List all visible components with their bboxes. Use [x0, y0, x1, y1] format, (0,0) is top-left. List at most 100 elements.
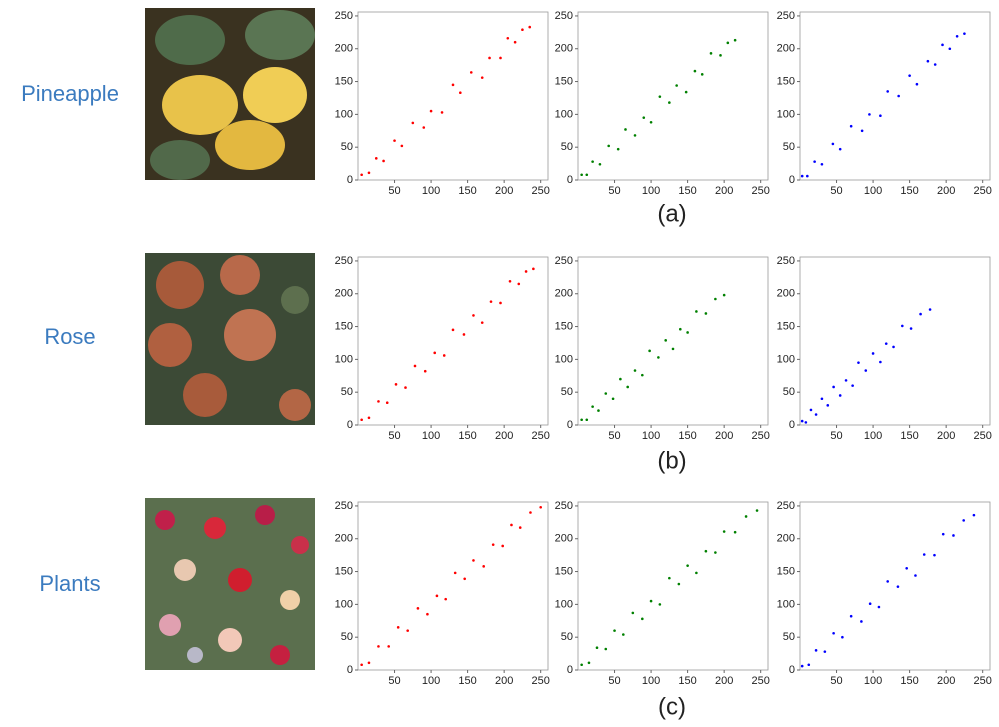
x-tick-label: 100 [642, 185, 660, 197]
y-tick-label: 200 [777, 533, 795, 545]
scatter-point [382, 159, 385, 163]
scatter-point [489, 300, 493, 303]
scatter-point [868, 602, 872, 606]
y-tick-label: 250 [335, 10, 353, 22]
scatter-point [860, 620, 863, 623]
y-tick-label: 200 [335, 288, 353, 300]
x-tick-label: 250 [532, 675, 550, 687]
scatter-point [857, 361, 860, 364]
scatter-point [841, 635, 844, 639]
row-label: Pineapple [21, 81, 119, 106]
scatter-point [695, 310, 698, 313]
scatter-point [809, 408, 813, 412]
scatter-point [868, 113, 871, 116]
scatter-point [513, 40, 517, 44]
pineapple-image [145, 8, 315, 180]
y-tick-label: 100 [777, 353, 795, 365]
scatter-point [611, 397, 615, 401]
x-tick-label: 200 [937, 185, 955, 197]
x-tick-label: 200 [715, 675, 733, 687]
scatter-point [433, 351, 437, 355]
scatter-point [480, 321, 484, 324]
scatter-point [800, 174, 804, 178]
scatter-point [922, 553, 926, 556]
scatter-point [499, 56, 502, 60]
scatter-point [604, 647, 608, 651]
scatter-point [598, 162, 602, 166]
scatter-point [658, 95, 662, 98]
scatter-point [914, 574, 917, 577]
scatter-point [591, 160, 594, 163]
y-tick-label: 250 [335, 500, 353, 512]
scatter-point [851, 384, 854, 387]
y-tick-label: 150 [777, 565, 795, 577]
scatter-point [823, 650, 827, 653]
y-tick-label: 100 [777, 598, 795, 610]
x-tick-label: 100 [864, 430, 882, 442]
scatter-point [963, 32, 966, 35]
x-tick-label: 50 [608, 675, 620, 687]
y-tick-label: 50 [783, 631, 795, 643]
x-tick-label: 200 [495, 675, 513, 687]
scatter-point [649, 599, 653, 603]
y-tick-label: 250 [777, 255, 795, 267]
scatter-point [462, 333, 466, 336]
scatter-point [714, 297, 717, 301]
scatter-point [529, 511, 532, 514]
x-tick-label: 50 [608, 430, 620, 442]
scatter-point [387, 645, 390, 648]
scatter-point [686, 331, 689, 334]
y-tick-label: 50 [561, 631, 573, 643]
y-tick-label: 100 [555, 108, 573, 120]
scatter-point [463, 577, 466, 581]
y-tick-label: 150 [555, 75, 573, 87]
scatter-point [962, 519, 965, 522]
scatter-point [838, 147, 842, 151]
y-tick-label: 50 [561, 141, 573, 153]
y-tick-label: 200 [777, 288, 795, 300]
scatter-point [948, 47, 952, 51]
x-tick-label: 50 [608, 185, 620, 197]
scatter-point [595, 646, 599, 649]
scatter-point [482, 565, 485, 568]
scatter-point [649, 120, 653, 124]
scatter-point [440, 111, 444, 114]
y-tick-label: 250 [555, 500, 573, 512]
scatter-point [374, 157, 378, 160]
x-tick-label: 250 [752, 185, 770, 197]
scatter-point [585, 418, 589, 422]
scatter-point [972, 513, 976, 517]
scatter-point [641, 373, 644, 377]
scatter-point [580, 173, 583, 177]
x-tick-label: 50 [388, 430, 400, 442]
scatter-point [521, 28, 524, 32]
x-tick-label: 250 [752, 430, 770, 442]
y-tick-label: 50 [561, 386, 573, 398]
y-tick-label: 250 [555, 10, 573, 22]
y-tick-label: 100 [555, 353, 573, 365]
y-tick-label: 50 [341, 631, 353, 643]
x-tick-label: 250 [974, 185, 992, 197]
scatter-point [377, 645, 380, 648]
scatter-point [453, 571, 457, 575]
x-tick-label: 200 [937, 675, 955, 687]
scatter-point [677, 582, 681, 586]
y-tick-label: 200 [555, 43, 573, 55]
scatter-point [915, 82, 919, 86]
scatter-point [700, 73, 704, 76]
scatter-point [367, 171, 371, 175]
scatter-point [800, 419, 804, 423]
scatter-point [451, 83, 455, 87]
y-tick-label: 100 [555, 598, 573, 610]
scatter-point [722, 293, 726, 297]
scatter-point [491, 543, 495, 546]
scatter-point [631, 611, 635, 615]
scatter-point [671, 347, 675, 351]
row-label: Plants [39, 571, 100, 596]
scatter-point [926, 59, 930, 63]
scatter-point [722, 530, 726, 533]
scatter-point [675, 84, 678, 87]
x-tick-label: 50 [388, 675, 400, 687]
scatter-point [814, 413, 818, 416]
x-tick-label: 150 [458, 430, 476, 442]
